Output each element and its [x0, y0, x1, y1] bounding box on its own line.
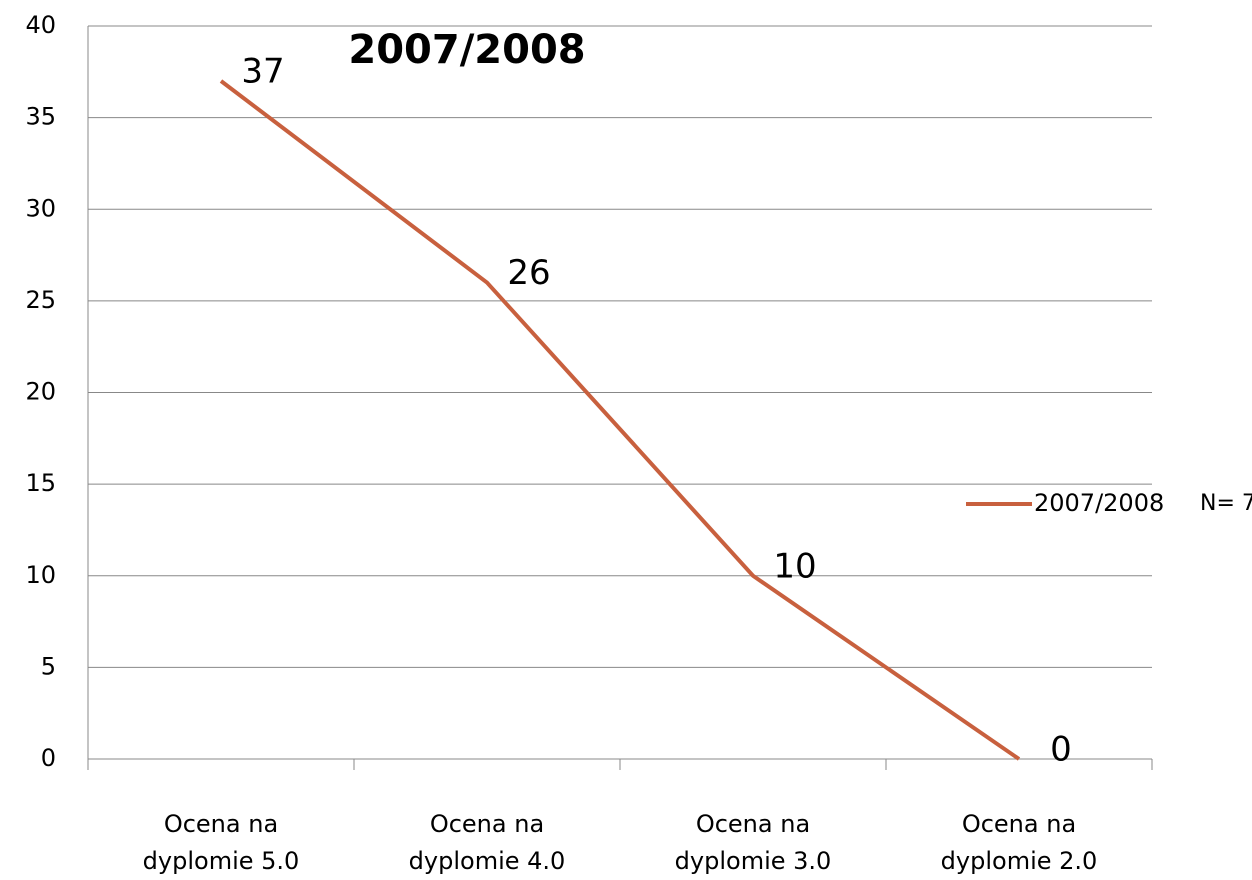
y-tick-label: 35 — [25, 103, 56, 131]
y-tick-label: 5 — [41, 652, 56, 680]
y-tick-label: 25 — [25, 286, 56, 314]
x-tick-label: Ocena na dyplomie 2.0 — [941, 810, 1098, 875]
y-tick-label: 40 — [25, 11, 56, 39]
data-label: 10 — [773, 546, 816, 586]
data-label: 37 — [241, 51, 284, 91]
chart-title: 2007/2008 — [348, 27, 585, 73]
line — [219, 79, 1021, 761]
legend-label: 2007/2008 — [1034, 489, 1164, 517]
y-tick-label: 0 — [41, 744, 56, 772]
y-tick-label: 20 — [25, 378, 56, 406]
data-label: 26 — [507, 253, 550, 293]
annotation: N= 73 — [1200, 491, 1252, 516]
y-tick-label: 10 — [25, 561, 56, 589]
y-tick-label: 15 — [25, 469, 56, 497]
data-label: 0 — [1050, 730, 1072, 770]
x-tick-label: Ocena na dyplomie 4.0 — [409, 810, 566, 875]
y-tick-label: 30 — [25, 194, 56, 222]
x-tick-label: Ocena na dyplomie 5.0 — [143, 810, 300, 875]
x-tick-label: Ocena na dyplomie 3.0 — [675, 810, 832, 875]
